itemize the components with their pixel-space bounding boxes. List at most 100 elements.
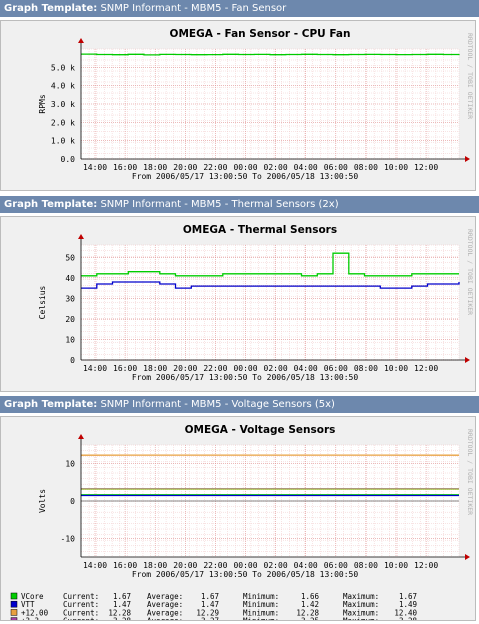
y-tick-label: 4.0 k — [51, 82, 75, 91]
rrdtool-watermark: RRDTOOL / TOBI OETIKER — [466, 33, 474, 119]
x-tick-label: 14:00 — [83, 163, 107, 172]
legend-current-label: Current: — [63, 600, 99, 609]
legend-average-label: Average: — [147, 592, 183, 601]
x-tick-label: 02:00 — [264, 163, 288, 172]
legend-maximum-label: Maximum: — [343, 592, 379, 601]
y-tick-label: 0 — [70, 497, 75, 506]
legend-minimum-label: Minimum: — [243, 592, 279, 601]
x-tick-label: 18:00 — [143, 163, 167, 172]
x-tick-label: 22:00 — [203, 561, 227, 570]
y-tick-label: 0.0 — [61, 155, 76, 164]
x-tick-label: 02:00 — [264, 364, 288, 373]
graph-panel: 14:00 16:00 18:00 20:00 22:00 00:00 02:00 04:00… — [0, 213, 479, 393]
x-tick-label: 02:00 — [264, 561, 288, 570]
y-axis-label: RPMs — [38, 94, 47, 113]
y-tick-label: 40 — [65, 274, 75, 283]
x-tick-label: 04:00 — [294, 561, 318, 570]
x-tick-label: 00:00 — [233, 561, 257, 570]
legend-current-label: Current: — [63, 617, 99, 620]
legend-average-value: 1.67 — [201, 592, 219, 601]
x-tick-label: 12:00 — [414, 163, 438, 172]
legend-series-name: +12.00 — [21, 608, 49, 617]
legend-average-value: 3.27 — [201, 617, 219, 620]
legend-maximum-value: 1.67 — [399, 592, 417, 601]
legend-average-value: 12.29 — [196, 608, 219, 617]
graph-template-name: SNMP Informant - MBM5 - Voltage Sensors … — [100, 399, 335, 410]
graph-template-name: SNMP Informant - MBM5 - Thermal Sensors … — [100, 199, 339, 210]
fan-sensor-chart: 14:00 16:00 18:00 20:00 22:00 00:00 02:00 04:00… — [38, 28, 474, 181]
x-tick-label: 18:00 — [143, 364, 167, 373]
legend-average-value: 1.47 — [201, 600, 219, 609]
rrdtool-watermark: RRDTOOL / TOBI OETIKER — [466, 429, 474, 515]
graph-template-label: Graph Template: — [4, 399, 98, 410]
y-tick-label: 5.0 k — [51, 63, 75, 72]
graph-image[interactable]: 14:00 16:00 18:00 20:00 22:00 00:00 02:00 04:00… — [0, 416, 476, 621]
x-tick-label: 10:00 — [384, 163, 408, 172]
graph-image[interactable]: 14:00 16:00 18:00 20:00 22:00 00:00 02:00 04:00… — [0, 20, 476, 191]
legend-swatch — [10, 609, 18, 616]
rrdtool-watermark: RRDTOOL / TOBI OETIKER — [466, 229, 474, 315]
voltage-sensors-chart: 14:00 16:00 18:00 20:00 22:00 00:00 02:00 04:00… — [10, 424, 474, 620]
x-tick-label: 22:00 — [203, 364, 227, 373]
x-tick-label: 22:00 — [203, 163, 227, 172]
x-tick-label: 16:00 — [113, 163, 137, 172]
x-tick-label: 04:00 — [294, 163, 318, 172]
legend-swatch — [10, 617, 18, 620]
legend-average-label: Average: — [147, 617, 183, 620]
x-tick-label: 14:00 — [83, 561, 107, 570]
x-tick-label: 08:00 — [354, 364, 378, 373]
x-tick-label: 16:00 — [113, 364, 137, 373]
series-line — [81, 252, 459, 277]
series-line — [81, 53, 460, 56]
x-tick-label: 04:00 — [294, 364, 318, 373]
y-axis-label: Volts — [38, 489, 47, 513]
legend-current-value: 12.28 — [108, 608, 131, 617]
x-tick-label: 12:00 — [414, 561, 438, 570]
graph-template-label: Graph Template: — [4, 199, 98, 210]
y-axis-arrow — [78, 434, 84, 439]
legend-swatch — [10, 592, 18, 600]
legend-maximum-value: 12.40 — [394, 608, 417, 617]
chart-title: OMEGA - Thermal Sensors — [183, 224, 337, 236]
series-line — [81, 281, 460, 289]
thermal-sensors-chart: 14:00 16:00 18:00 20:00 22:00 00:00 02:00 04:00… — [38, 224, 474, 382]
graph-template-header: Graph Template: SNMP Informant - MBM5 - … — [0, 0, 479, 17]
legend-series-name: VCore — [21, 592, 44, 601]
x-tick-label: 06:00 — [324, 364, 348, 373]
x-tick-label: 20:00 — [173, 163, 197, 172]
x-tick-label: 12:00 — [414, 364, 438, 373]
graph-panel: 14:00 16:00 18:00 20:00 22:00 00:00 02:00 04:00… — [0, 17, 479, 194]
x-tick-label: 20:00 — [173, 561, 197, 570]
legend-maximum-label: Maximum: — [343, 600, 379, 609]
x-tick-label: 10:00 — [384, 364, 408, 373]
legend-swatch — [10, 600, 18, 608]
x-tick-label: 18:00 — [143, 561, 167, 570]
x-tick-label: 08:00 — [354, 163, 378, 172]
legend-current-label: Current: — [63, 592, 99, 601]
chart-title: OMEGA - Fan Sensor - CPU Fan — [170, 28, 351, 40]
legend-maximum-value: 3.28 — [399, 617, 418, 620]
graph-panel: 14:00 16:00 18:00 20:00 22:00 00:00 02:00 04:00… — [0, 413, 479, 624]
legend-minimum-label: Minimum: — [243, 608, 279, 617]
x-tick-label: 00:00 — [233, 364, 257, 373]
legend-minimum-value: 1.42 — [301, 600, 319, 609]
y-tick-label: 10 — [65, 460, 75, 469]
y-axis-label: Celsius — [38, 285, 47, 319]
x-tick-label: 00:00 — [233, 163, 257, 172]
graph-template-header: Graph Template: SNMP Informant - MBM5 - … — [0, 396, 479, 413]
x-tick-label: 14:00 — [83, 364, 107, 373]
legend-maximum-value: 1.49 — [399, 600, 417, 609]
x-tick-label: 20:00 — [173, 364, 197, 373]
y-axis-arrow — [78, 38, 84, 43]
legend-current-value: 1.67 — [113, 592, 131, 601]
legend-minimum-value: 12.28 — [296, 608, 319, 617]
graph-image[interactable]: 14:00 16:00 18:00 20:00 22:00 00:00 02:00 04:00… — [0, 216, 476, 392]
y-axis-arrow — [78, 234, 84, 239]
legend-maximum-label: Maximum: — [343, 617, 379, 620]
legend-current-label: Current: — [63, 608, 99, 617]
x-tick-label: 08:00 — [354, 561, 378, 570]
legend-current-value: 3.28 — [113, 617, 132, 620]
x-axis-arrow — [465, 554, 470, 560]
y-tick-label: 10 — [65, 335, 75, 344]
legend-current-value: 1.47 — [113, 600, 131, 609]
